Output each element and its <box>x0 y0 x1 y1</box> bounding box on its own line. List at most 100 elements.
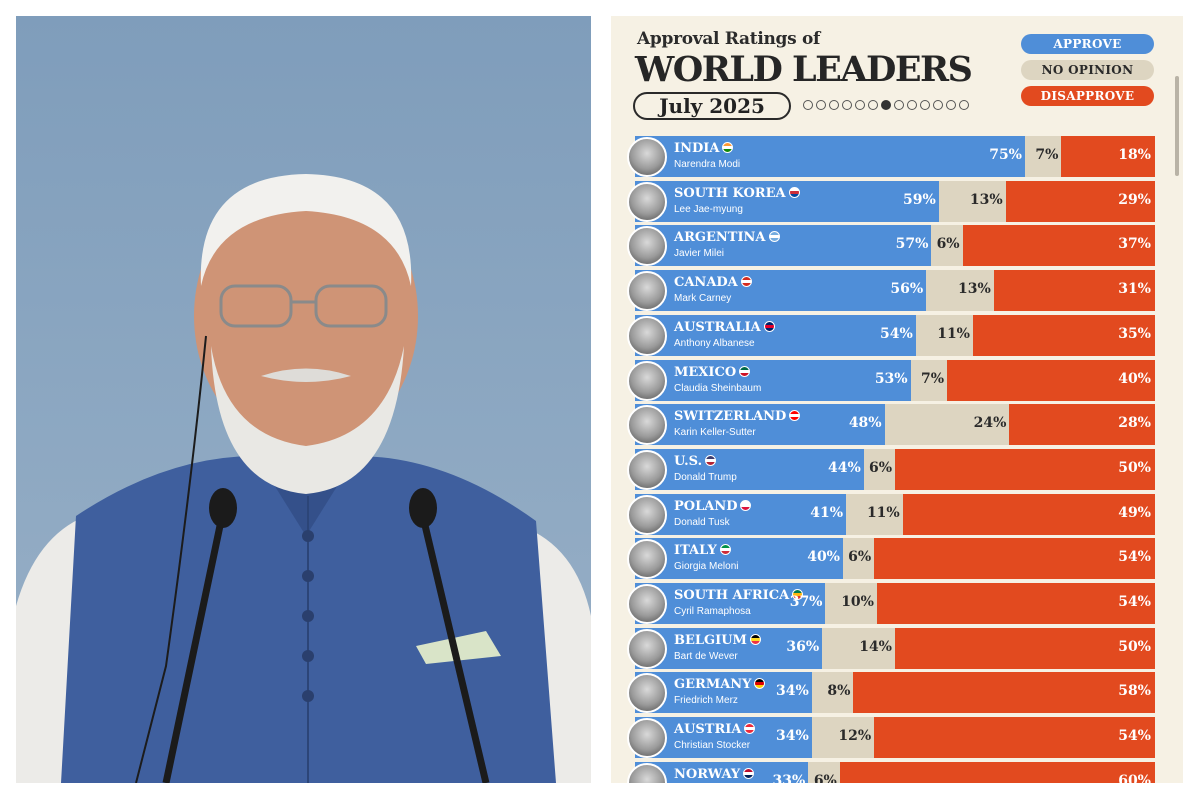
chart-row: SOUTH AFRICA Cyril Ramaphosa 37% 10% 54% <box>611 583 1183 624</box>
chart-title: WORLD LEADERS <box>635 49 973 90</box>
country-name: GERMANY <box>674 677 752 693</box>
bar-approve <box>635 448 864 490</box>
bar-no-opinion <box>808 761 840 783</box>
scrollbar[interactable] <box>1175 76 1179 176</box>
approve-value: 34% <box>776 728 809 745</box>
approve-value: 40% <box>807 549 840 566</box>
chart-row: MEXICO Claudia Sheinbaum 53% 7% 40% <box>611 359 1183 401</box>
bar-disapprove <box>853 672 1155 714</box>
speaker-illustration <box>16 174 591 783</box>
approve-value: 34% <box>776 683 809 700</box>
page-dot[interactable] <box>803 100 813 110</box>
no-opinion-value: 7% <box>1035 147 1059 163</box>
disapprove-value: 54% <box>1118 549 1151 566</box>
no-opinion-value: 7% <box>920 370 944 387</box>
bar-approve <box>635 538 843 580</box>
disapprove-value: 40% <box>1118 370 1151 387</box>
chart-row: ITALY Giorgia Meloni 40% 6% 54% <box>611 538 1183 580</box>
page-dot[interactable] <box>933 100 943 110</box>
leader-avatar <box>627 584 667 624</box>
page-dot[interactable] <box>868 100 878 110</box>
bar-no-opinion <box>915 314 973 356</box>
bar-disapprove <box>874 717 1155 759</box>
page-dot[interactable] <box>894 100 904 110</box>
flag-icon <box>744 723 756 735</box>
no-opinion-value: 12% <box>838 728 872 745</box>
page-dot[interactable] <box>946 100 956 110</box>
leader-avatar <box>627 449 667 490</box>
country-label: POLAND <box>674 499 752 514</box>
bar-no-opinion <box>910 359 947 401</box>
approve-value: 44% <box>828 459 861 476</box>
page-dot[interactable] <box>829 100 839 110</box>
page-dot[interactable] <box>842 100 852 110</box>
country-name: INDIA <box>674 141 720 156</box>
page-dot[interactable] <box>907 100 917 110</box>
page-dot[interactable] <box>855 100 865 110</box>
country-label: AUSTRALIA <box>674 320 775 335</box>
bar-approve <box>635 314 916 356</box>
leader-name: Lee Jae-myung <box>674 203 743 215</box>
leader-name: Giorgia Meloni <box>674 561 739 573</box>
country-name: BELGIUM <box>674 632 747 648</box>
bar-disapprove <box>947 359 1155 401</box>
leader-name: Christian Stocker <box>674 740 751 752</box>
flag-icon <box>763 320 775 332</box>
disapprove-value: 28% <box>1118 415 1151 432</box>
bar-no-opinion <box>863 448 895 490</box>
legend-approve-label: APPROVE <box>1053 37 1122 51</box>
disapprove-value: 31% <box>1118 281 1151 298</box>
approve-value: 59% <box>902 191 936 208</box>
leader-name: Javier Milei <box>674 248 725 260</box>
bar-no-opinion <box>931 225 963 267</box>
flag-icon <box>740 499 752 511</box>
hair <box>200 174 412 286</box>
leader-avatar <box>627 405 667 446</box>
flag-icon <box>739 365 751 377</box>
page-dot[interactable] <box>959 100 969 110</box>
approve-value: 37% <box>789 594 823 610</box>
no-opinion-value: 14% <box>859 638 892 655</box>
bar-no-opinion <box>926 270 994 312</box>
leader-avatar <box>627 360 667 401</box>
page-dot[interactable] <box>816 100 826 110</box>
approve-value: 36% <box>786 638 820 655</box>
country-name: SOUTH AFRICA <box>674 588 790 603</box>
leader-name: Friedrich Merz <box>674 695 738 707</box>
approve-value: 57% <box>895 236 929 253</box>
leader-avatar <box>627 137 667 177</box>
disapprove-value: 54% <box>1118 594 1151 610</box>
bar-no-opinion <box>884 404 1010 446</box>
leader-name: Donald Tusk <box>674 516 730 528</box>
chart-row: U.S. Donald Trump 44% 6% 50% <box>611 448 1183 490</box>
country-label: INDIA <box>674 141 734 156</box>
leader-avatar <box>627 181 667 222</box>
legend-approve: APPROVE <box>1021 34 1154 54</box>
country-label: CANADA <box>674 275 752 290</box>
flag-icon <box>705 454 717 466</box>
chart-row: NORWAY 33% 6% 60% <box>611 761 1183 783</box>
bar-disapprove <box>1009 404 1155 446</box>
page-dot-active[interactable] <box>881 100 891 110</box>
earpiece-wire <box>135 335 207 783</box>
bar-disapprove <box>895 448 1155 490</box>
flag-icon <box>789 410 801 422</box>
page-dot[interactable] <box>920 100 930 110</box>
bar-disapprove <box>902 493 1155 535</box>
leader-name: Claudia Sheinbaum <box>674 382 762 394</box>
bar-disapprove <box>874 538 1155 580</box>
country-label: GERMANY <box>674 677 766 693</box>
disapprove-value: 37% <box>1118 236 1151 253</box>
flag-icon <box>743 767 755 779</box>
bar-disapprove <box>1061 136 1155 177</box>
bar-approve <box>635 270 927 312</box>
no-opinion-value: 24% <box>973 415 1007 432</box>
chart-subtitle: Approval Ratings of <box>637 29 821 49</box>
leader-name: Bart de Wever <box>674 650 738 662</box>
bar-approve <box>635 404 885 446</box>
flag-icon <box>788 186 800 198</box>
leader-avatar <box>627 628 667 669</box>
no-opinion-value: 13% <box>969 191 1003 208</box>
bar-disapprove <box>895 627 1155 669</box>
leader-avatar <box>627 271 667 312</box>
